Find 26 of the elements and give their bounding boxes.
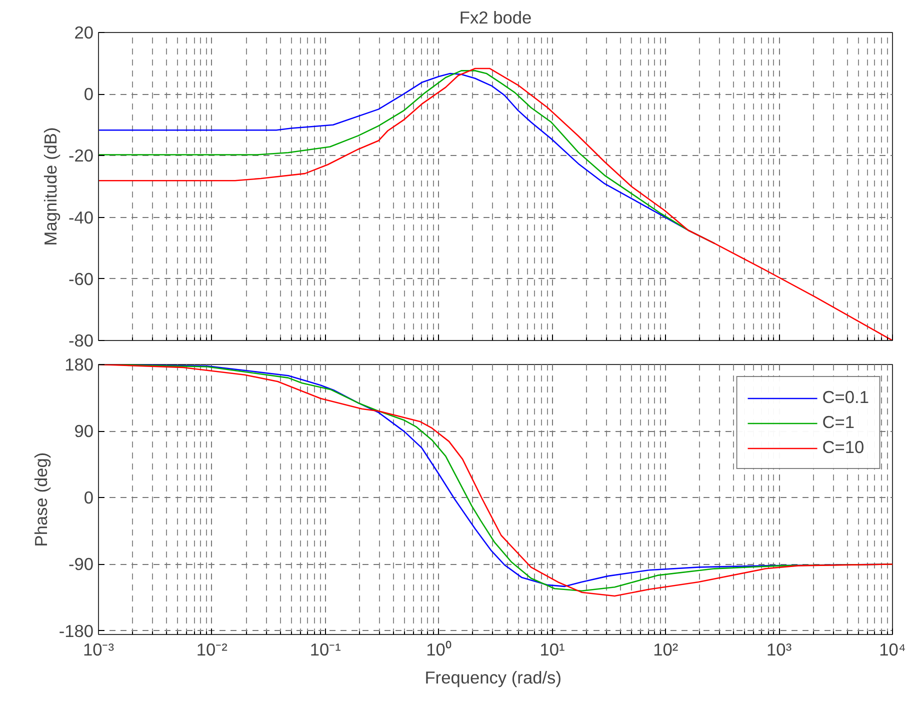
x-tick-label: 10⁴ bbox=[879, 640, 906, 660]
x-tick-label: 10³ bbox=[766, 640, 792, 660]
y-tick-label: 20 bbox=[74, 22, 94, 42]
legend-label: C=0.1 bbox=[822, 387, 869, 408]
y-tick-label: 0 bbox=[84, 84, 94, 104]
x-tick-label: 10⁰ bbox=[426, 640, 452, 660]
x-axis-title: Frequency (rad/s) bbox=[424, 668, 562, 688]
y-tick-label: 0 bbox=[84, 488, 94, 508]
x-tick-label: 10⁻³ bbox=[82, 640, 114, 660]
y-tick-label: -40 bbox=[68, 207, 94, 228]
y-tick-label: -90 bbox=[68, 554, 94, 574]
legend-label: C=10 bbox=[822, 437, 864, 458]
x-tick-label: 10¹ bbox=[540, 640, 565, 660]
legend-label: C=1 bbox=[822, 412, 855, 433]
x-tick-label: 10⁻¹ bbox=[310, 640, 342, 660]
chart-title: Fx2 bode bbox=[459, 8, 532, 28]
y-tick-label: -60 bbox=[68, 268, 94, 289]
y-tick-label: -180 bbox=[58, 620, 94, 641]
y-tick-label: 180 bbox=[64, 354, 94, 374]
y-tick-label: 90 bbox=[74, 421, 94, 442]
y-axis-title: Magnitude (dB) bbox=[40, 127, 60, 246]
y-axis-title: Phase (deg) bbox=[30, 452, 51, 547]
y-tick-label: -20 bbox=[68, 146, 94, 166]
x-tick-label: 10² bbox=[653, 640, 678, 660]
x-tick-label: 10⁻² bbox=[196, 640, 228, 660]
y-tick-label: -80 bbox=[68, 330, 94, 350]
